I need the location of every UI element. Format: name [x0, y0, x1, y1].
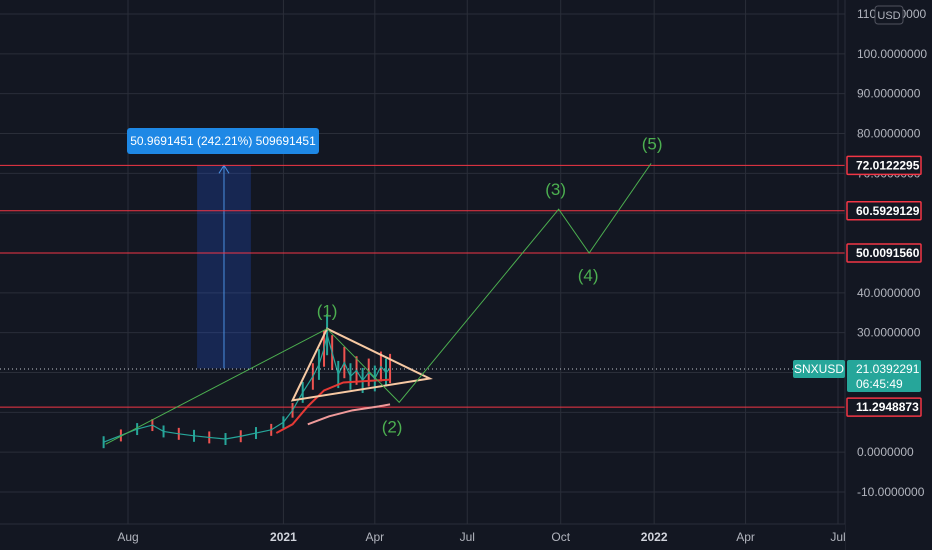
level-tag-bg	[846, 243, 922, 263]
y-tick-label: 90.0000000	[857, 87, 921, 101]
level-tag-bg	[846, 155, 922, 176]
currency-label: USD	[877, 10, 900, 22]
time-axis-ticks: Aug 2021 Apr Jul Oct 2022 Apr Jul	[117, 530, 845, 544]
x-tick-label: 2021	[270, 530, 297, 544]
wave-label: (5)	[642, 134, 663, 153]
y-tick-label: 0.0000000	[857, 445, 914, 459]
level-tag-label: 60.5929129	[856, 204, 920, 218]
x-tick-label: Oct	[551, 530, 570, 544]
horizontal-levels	[0, 164, 845, 408]
level-tag-label: 72.0122295	[856, 158, 920, 172]
x-tick-label: Apr	[736, 530, 755, 544]
level-tag-bg	[846, 397, 922, 417]
drawings: (1) (2) (3) (4) (5)	[105, 134, 663, 445]
symbol-tag-bg	[793, 360, 845, 378]
measure-tool[interactable]: 50.9691451 (242.21%) 509691451	[127, 128, 319, 369]
last-price-label: 21.0392291	[856, 362, 920, 376]
measure-label: 50.9691451 (242.21%) 509691451	[130, 134, 316, 148]
wave-label: (2)	[382, 417, 403, 436]
currency-badge[interactable]: USD	[874, 5, 904, 25]
measure-label-box	[127, 128, 319, 154]
wave-label: (3)	[545, 180, 566, 199]
x-tick-label: Aug	[117, 530, 138, 544]
elliott-wave-path	[105, 163, 652, 445]
y-tick-label: 40.0000000	[857, 286, 921, 300]
y-tick-label: 80.0000000	[857, 127, 921, 141]
symbol-price-tag: SNXUSD 21.0392291 06:45:49	[793, 360, 921, 392]
ma-red-line	[275, 378, 391, 434]
triangle-pattern	[290, 327, 433, 402]
x-tick-label: Jul	[830, 530, 845, 544]
y-tick-label: 30.0000000	[857, 326, 921, 340]
level-price-tags: 72.0122295 60.5929129 50.0091560 11.2948873	[846, 155, 922, 417]
symbol-label: SNXUSD	[794, 362, 844, 376]
x-tick-label: 2022	[641, 530, 668, 544]
y-tick-label: -10.0000000	[857, 485, 925, 499]
y-tick-label: 100.0000000	[857, 47, 927, 61]
level-tag-label: 50.0091560	[856, 246, 920, 260]
price-axis-ticks: 110.0000000100.000000090.000000080.00000…	[857, 7, 927, 499]
time-axis[interactable]	[0, 524, 845, 550]
x-tick-label: Apr	[365, 530, 384, 544]
level-tag-label: 11.2948873	[856, 400, 919, 414]
ma-salmon-line	[307, 403, 391, 426]
price-axis[interactable]	[845, 0, 932, 550]
countdown-label: 06:45:49	[856, 377, 903, 391]
wave-label: (4)	[578, 266, 599, 285]
last-price-tag-bg	[847, 360, 921, 392]
level-tag-bg	[846, 201, 922, 221]
grid	[0, 0, 845, 524]
price-line	[103, 334, 391, 443]
wave-label: (1)	[317, 302, 338, 321]
x-tick-label: Jul	[460, 530, 475, 544]
